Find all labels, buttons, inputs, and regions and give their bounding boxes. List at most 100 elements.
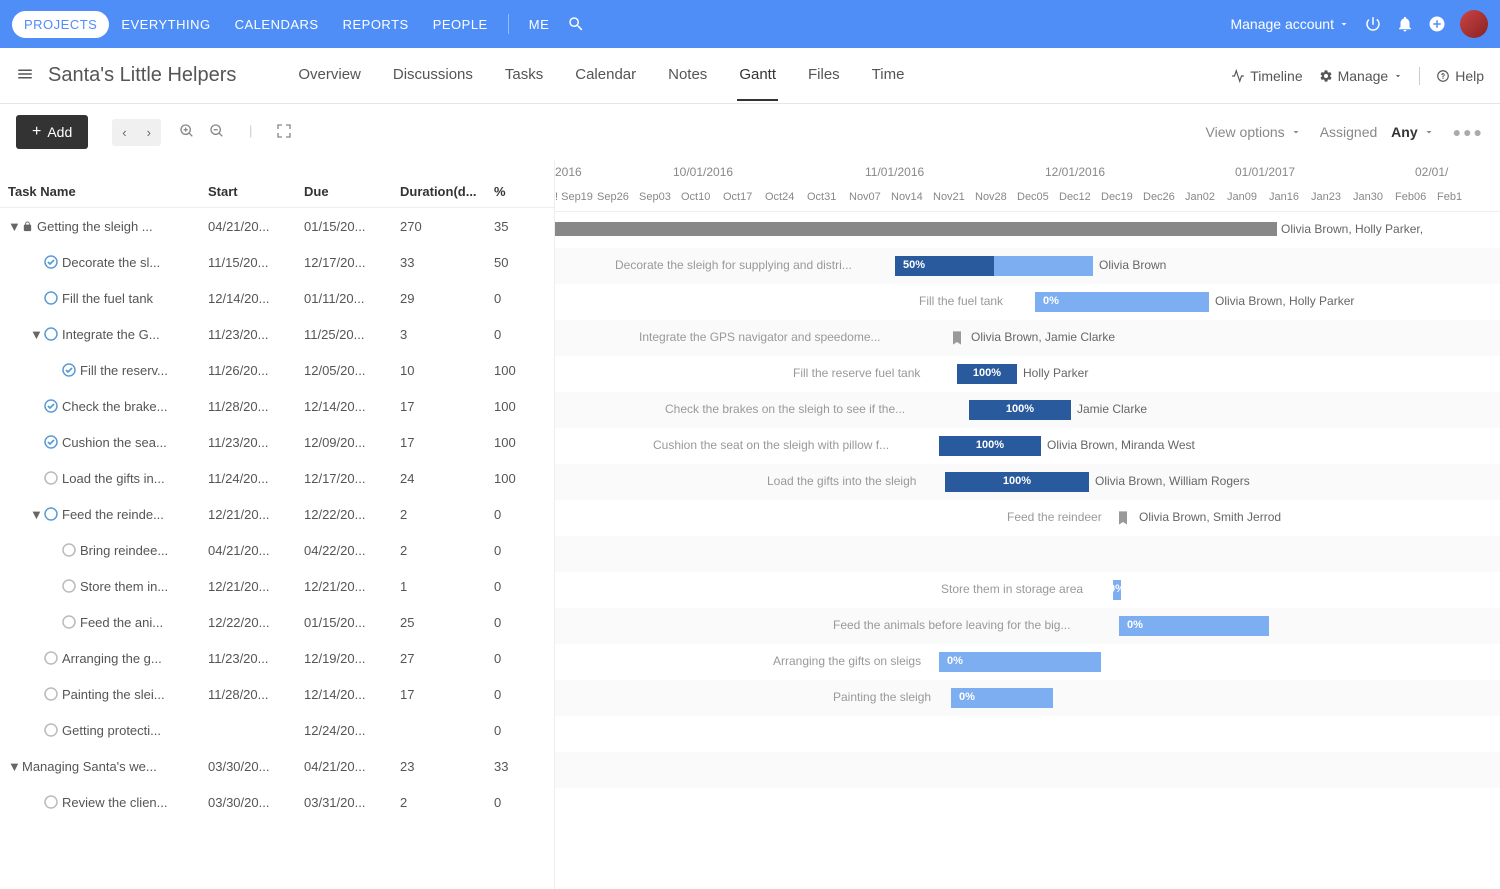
col-name[interactable]: Task Name: [8, 184, 208, 199]
gantt-row[interactable]: Feed the reindeer Olivia Brown, Smith Je…: [555, 500, 1500, 536]
milestone-icon[interactable]: [949, 328, 965, 351]
table-row[interactable]: Fill the fuel tank 12/14/20... 01/11/20.…: [0, 280, 554, 316]
separator: |: [249, 123, 252, 142]
caret-icon[interactable]: ▼: [30, 327, 40, 342]
help-button[interactable]: Help: [1436, 68, 1484, 84]
gantt-bar[interactable]: 50%: [895, 256, 1093, 276]
col-duration[interactable]: Duration(d...: [400, 184, 494, 199]
gantt-row[interactable]: Store them in storage area 0%: [555, 572, 1500, 608]
next-button[interactable]: ›: [137, 119, 161, 146]
tab-files[interactable]: Files: [806, 50, 842, 101]
gantt-bar[interactable]: 0%: [1119, 616, 1269, 636]
avatar[interactable]: [1460, 10, 1488, 38]
tab-notes[interactable]: Notes: [666, 50, 709, 101]
gantt-row[interactable]: Painting the sleigh 0%: [555, 680, 1500, 716]
task-percent: 0: [494, 291, 544, 306]
nav-reports[interactable]: REPORTS: [331, 11, 421, 38]
caret-icon[interactable]: ▼: [8, 219, 18, 234]
table-row[interactable]: Check the brake... 11/28/20... 12/14/20.…: [0, 388, 554, 424]
gantt-row[interactable]: Decorate the sleigh for supplying and di…: [555, 248, 1500, 284]
gantt-row[interactable]: Fill the fuel tank 0% Olivia Brown, Holl…: [555, 284, 1500, 320]
gantt-row[interactable]: [555, 752, 1500, 788]
gantt-bar[interactable]: 100%: [957, 364, 1017, 384]
table-row[interactable]: Review the clien... 03/30/20... 03/31/20…: [0, 784, 554, 820]
table-row[interactable]: ▼Getting the sleigh ... 04/21/20... 01/1…: [0, 208, 554, 244]
table-row[interactable]: ▼Feed the reinde... 12/21/20... 12/22/20…: [0, 496, 554, 532]
add-button[interactable]: + Add: [16, 115, 88, 149]
gantt-chart[interactable]: 201610/01/201611/01/201612/01/201601/01/…: [554, 160, 1500, 889]
add-circle-icon[interactable]: [1428, 15, 1446, 33]
week-label: Nov21: [933, 191, 965, 203]
more-icon[interactable]: ●●●: [1453, 124, 1484, 140]
task-due: 11/25/20...: [304, 327, 400, 342]
bar-label: Painting the sleigh: [833, 690, 931, 704]
table-row[interactable]: ▼Integrate the G... 11/23/20... 11/25/20…: [0, 316, 554, 352]
milestone-icon[interactable]: [1115, 508, 1131, 531]
nav-everything[interactable]: EVERYTHING: [109, 11, 222, 38]
nav-people[interactable]: PEOPLE: [421, 11, 500, 38]
gantt-bar[interactable]: 100%: [969, 400, 1071, 420]
table-row[interactable]: Painting the slei... 11/28/20... 12/14/2…: [0, 676, 554, 712]
table-row[interactable]: Arranging the g... 11/23/20... 12/19/20.…: [0, 640, 554, 676]
table-row[interactable]: Cushion the sea... 11/23/20... 12/09/20.…: [0, 424, 554, 460]
manage-account-dropdown[interactable]: Manage account: [1230, 16, 1350, 32]
task-percent: 0: [494, 723, 544, 738]
tab-overview[interactable]: Overview: [296, 50, 363, 101]
progress-label: 100%: [973, 367, 1001, 379]
tab-tasks[interactable]: Tasks: [503, 50, 545, 101]
gantt-row[interactable]: [555, 716, 1500, 752]
bell-icon[interactable]: [1396, 15, 1414, 33]
gantt-row[interactable]: Load the gifts into the sleigh 100% Oliv…: [555, 464, 1500, 500]
task-percent: 100: [494, 399, 544, 414]
summary-bar[interactable]: [555, 222, 1277, 236]
power-icon[interactable]: [1364, 15, 1382, 33]
gantt-row[interactable]: Fill the reserve fuel tank 100% Holly Pa…: [555, 356, 1500, 392]
caret-icon[interactable]: ▼: [8, 759, 18, 774]
nav-projects[interactable]: PROJECTS: [12, 11, 109, 38]
gantt-row[interactable]: Feed the animals before leaving for the …: [555, 608, 1500, 644]
task-status-icon: [44, 471, 58, 485]
gantt-row[interactable]: Arranging the gifts on sleigs 0%: [555, 644, 1500, 680]
col-start[interactable]: Start: [208, 184, 304, 199]
table-row[interactable]: Decorate the sl... 11/15/20... 12/17/20.…: [0, 244, 554, 280]
gantt-bar[interactable]: 0%: [1035, 292, 1209, 312]
gantt-row[interactable]: Olivia Brown, Holly Parker,: [555, 212, 1500, 248]
zoom-in-icon[interactable]: [179, 123, 195, 142]
gantt-bar[interactable]: 100%: [939, 436, 1041, 456]
table-row[interactable]: Feed the ani... 12/22/20... 01/15/20... …: [0, 604, 554, 640]
table-row[interactable]: Bring reindee... 04/21/20... 04/22/20...…: [0, 532, 554, 568]
table-row[interactable]: Fill the reserv... 11/26/20... 12/05/20.…: [0, 352, 554, 388]
tab-gantt[interactable]: Gantt: [737, 50, 778, 101]
gantt-row[interactable]: Cushion the seat on the sleigh with pill…: [555, 428, 1500, 464]
caret-icon[interactable]: ▼: [30, 507, 40, 522]
tab-calendar[interactable]: Calendar: [573, 50, 638, 101]
gantt-bar[interactable]: 100%: [945, 472, 1089, 492]
gantt-row[interactable]: [555, 536, 1500, 572]
fullscreen-icon[interactable]: [276, 123, 292, 142]
hamburger-icon[interactable]: [16, 65, 34, 86]
prev-button[interactable]: ‹: [112, 119, 136, 146]
table-row[interactable]: Load the gifts in... 11/24/20... 12/17/2…: [0, 460, 554, 496]
search-icon[interactable]: [567, 15, 585, 33]
col-due[interactable]: Due: [304, 184, 400, 199]
assignees: Olivia Brown, Miranda West: [1047, 438, 1195, 452]
table-row[interactable]: ▼Managing Santa's we... 03/30/20... 04/2…: [0, 748, 554, 784]
nav-calendars[interactable]: CALENDARS: [223, 11, 331, 38]
gantt-row[interactable]: [555, 788, 1500, 824]
gantt-row[interactable]: Integrate the GPS navigator and speedome…: [555, 320, 1500, 356]
assigned-filter[interactable]: Assigned Any: [1320, 124, 1435, 140]
tab-discussions[interactable]: Discussions: [391, 50, 475, 101]
table-row[interactable]: Store them in... 12/21/20... 12/21/20...…: [0, 568, 554, 604]
manage-button[interactable]: Manage: [1319, 68, 1404, 84]
timeline-button[interactable]: Timeline: [1231, 68, 1302, 84]
view-options-dropdown[interactable]: View options: [1206, 124, 1302, 140]
gantt-row[interactable]: Check the brakes on the sleigh to see if…: [555, 392, 1500, 428]
tab-time[interactable]: Time: [870, 50, 907, 101]
col-percent[interactable]: %: [494, 184, 544, 199]
nav-me[interactable]: ME: [517, 11, 562, 38]
gantt-bar[interactable]: 0%: [951, 688, 1053, 708]
zoom-out-icon[interactable]: [209, 123, 225, 142]
table-row[interactable]: Getting protecti... 12/24/20... 0: [0, 712, 554, 748]
gantt-bar[interactable]: 0%: [939, 652, 1101, 672]
gantt-bar[interactable]: 0%: [1113, 580, 1121, 600]
